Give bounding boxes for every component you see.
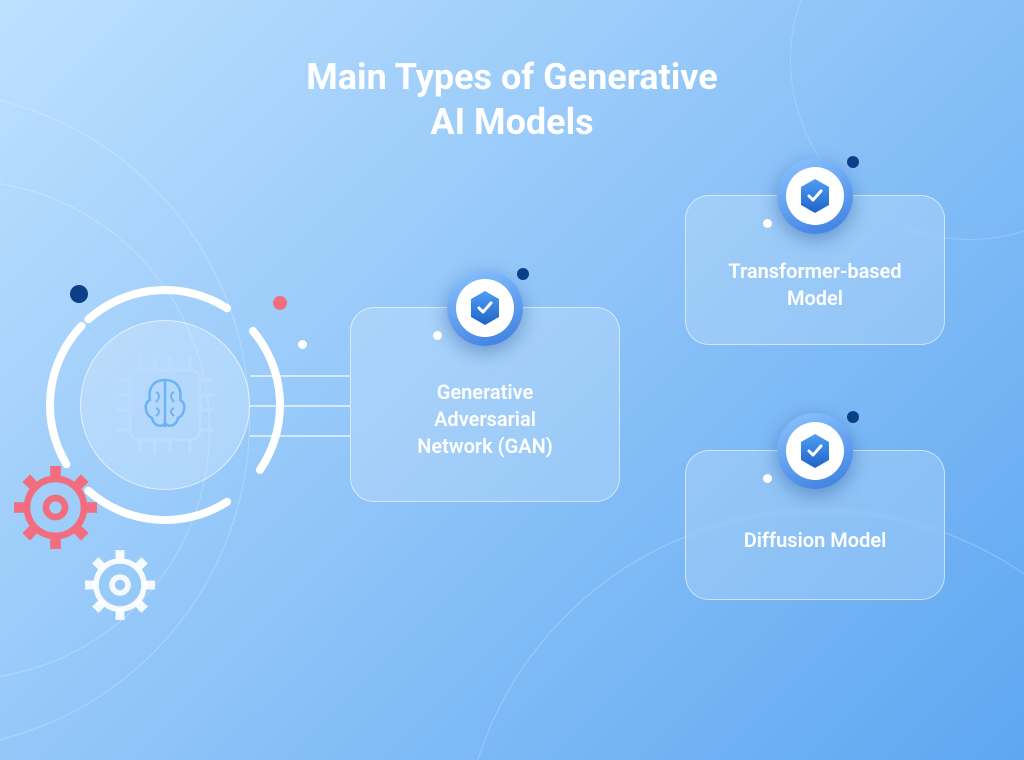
badge-inner	[786, 422, 844, 480]
gear-icon-white	[80, 545, 160, 625]
satellite-dot-light	[433, 331, 442, 340]
badge-inner	[786, 167, 844, 225]
satellite-dot-dark	[847, 411, 859, 423]
chip-brain-icon	[110, 350, 220, 460]
card-diffusion: Diffusion Model	[685, 450, 945, 600]
check-hex-icon	[799, 433, 831, 469]
accent-dot	[70, 285, 88, 303]
satellite-dot-dark	[517, 268, 529, 280]
connector-line	[250, 405, 350, 407]
badge-inner	[456, 279, 514, 337]
card-gan-label: Generative Adversarial Network (GAN)	[417, 379, 553, 460]
badge-gan	[447, 270, 523, 346]
card-transformer: Transformer-based Model	[685, 195, 945, 345]
badge-transformer	[777, 158, 853, 234]
check-hex-icon	[469, 290, 501, 326]
connector-line	[250, 435, 350, 437]
card-gan: Generative Adversarial Network (GAN)	[350, 307, 620, 502]
accent-dot	[298, 340, 307, 349]
satellite-dot-light	[763, 219, 772, 228]
accent-dot	[273, 296, 287, 310]
chip-brain-hub	[80, 320, 250, 490]
card-transformer-label: Transformer-based Model	[728, 258, 901, 312]
gear-icon-pink	[8, 460, 103, 555]
satellite-dot-light	[763, 474, 772, 483]
connector-line	[250, 375, 350, 377]
check-hex-icon	[799, 178, 831, 214]
card-diffusion-label: Diffusion Model	[744, 527, 887, 554]
badge-diffusion	[777, 413, 853, 489]
satellite-dot-dark	[847, 156, 859, 168]
